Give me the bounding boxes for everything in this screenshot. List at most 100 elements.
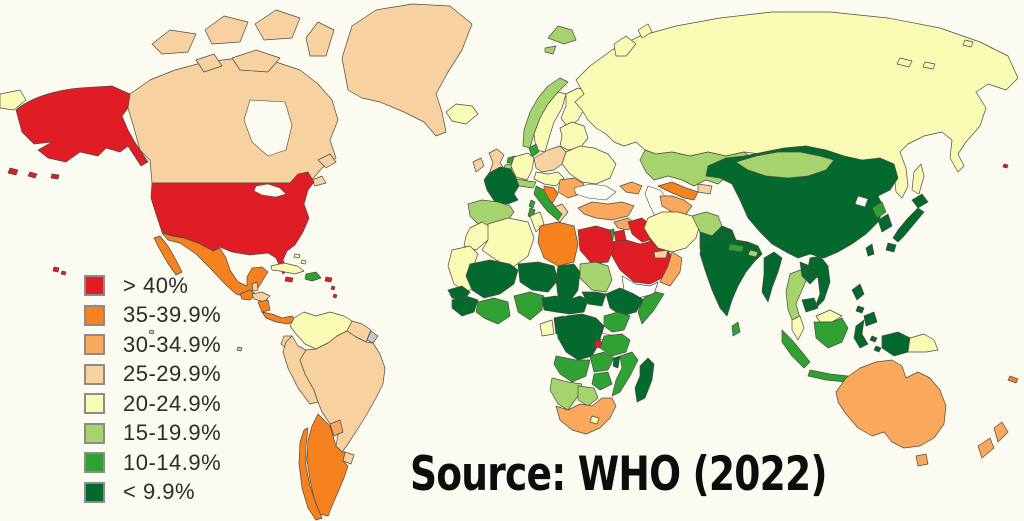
- region-usa: [150, 171, 315, 275]
- legend-swatch: [84, 304, 105, 326]
- region-costa-rica-panama: [261, 311, 297, 325]
- region-taiwan: [865, 243, 875, 257]
- region-oman: [659, 251, 683, 287]
- region-zimbabwe: [591, 371, 613, 391]
- black-sea: [573, 183, 617, 201]
- region-nepal: [727, 243, 745, 253]
- region-paraguay: [329, 419, 344, 437]
- region-kyrgyzstan-tajikistan: [697, 183, 713, 195]
- region-algeria: [481, 217, 535, 269]
- region-west-papua: [881, 331, 911, 357]
- region-mozambique: [611, 351, 639, 397]
- region-south-africa: [555, 397, 617, 435]
- region-lesotho: [589, 415, 600, 425]
- region-sweden: [533, 91, 567, 153]
- region-namibia: [549, 377, 583, 411]
- region-south-korea: [877, 213, 893, 233]
- region-svalbard: [544, 25, 577, 55]
- region-nigeria: [513, 291, 545, 321]
- region-ivory-coast-ghana: [475, 297, 511, 325]
- region-newfoundland: [311, 153, 337, 187]
- region-vietnam: [807, 255, 831, 311]
- region-baja-california: [153, 235, 183, 276]
- legend-item: 15-19.9%: [84, 419, 221, 449]
- legend-swatch: [84, 275, 105, 297]
- region-zambia: [589, 351, 615, 373]
- region-hawaii: [52, 266, 67, 276]
- legend-swatch: [84, 452, 105, 474]
- legend-label: 10-14.9%: [123, 449, 222, 475]
- region-jamaica: [284, 276, 294, 283]
- region-philippines: [851, 283, 878, 327]
- region-lesser-antilles: [330, 285, 338, 299]
- region-australia: [835, 359, 947, 449]
- region-belize: [251, 281, 259, 292]
- region-cuba: [270, 262, 305, 275]
- region-iran: [643, 211, 701, 253]
- region-somalia: [637, 291, 665, 325]
- legend-label: 15-19.9%: [123, 420, 222, 446]
- region-angola: [553, 355, 591, 383]
- region-baltics-belarus: [559, 121, 589, 151]
- region-uzbekistan: [657, 181, 699, 201]
- region-egypt: [577, 225, 615, 265]
- region-brazil: [299, 330, 386, 453]
- region-java: [807, 369, 849, 383]
- legend-swatch: [84, 393, 105, 415]
- region-ukraine: [561, 145, 617, 185]
- region-north-korea: [871, 201, 887, 219]
- region-arctic-islets: [896, 39, 974, 70]
- region-sri-lanka: [731, 321, 741, 337]
- region-argentina: [306, 413, 349, 517]
- region-france: [483, 166, 520, 205]
- region-guinea-coast: [451, 295, 479, 317]
- region-nicaragua: [257, 299, 271, 313]
- region-mexico: [161, 232, 269, 297]
- region-malaysia-borneo: [815, 309, 843, 323]
- region-cambodia: [801, 297, 819, 313]
- region-caucasus: [619, 181, 643, 195]
- legend-swatch: [84, 334, 105, 356]
- region-bahamas: [293, 253, 307, 265]
- region-china: [705, 145, 899, 259]
- region-tasmania: [915, 453, 929, 467]
- region-drc: [555, 313, 605, 361]
- legend: > 40% 35-39.9% 30-34.9% 25-29.9% 20-24.9% 15-…: [84, 271, 221, 507]
- region-tanzania: [599, 333, 631, 357]
- region-aleutian-islands: [7, 167, 60, 180]
- region-alaska: [15, 85, 149, 167]
- region-japan: [885, 193, 929, 253]
- region-mali: [465, 259, 519, 299]
- region-cameroon-car: [541, 295, 589, 315]
- region-new-caledonia: [1007, 375, 1019, 384]
- region-uae: [653, 249, 669, 259]
- region-sumatra: [781, 329, 811, 369]
- region-new-zealand: [977, 421, 1009, 459]
- region-canada: [127, 57, 339, 184]
- region-niger: [517, 261, 559, 293]
- region-ireland: [472, 157, 485, 173]
- region-honduras: [251, 291, 271, 303]
- region-papua-new-guinea: [907, 333, 939, 353]
- legend-label: 25-29.9%: [123, 361, 222, 387]
- region-denmark: [528, 143, 540, 158]
- region-sakhalin: [911, 163, 925, 195]
- hudson-bay: [243, 99, 293, 157]
- legend-item: 35-39.9%: [84, 301, 221, 331]
- region-sudan: [579, 261, 613, 293]
- legend-swatch: [84, 481, 105, 503]
- legend-swatch: [84, 363, 105, 385]
- legend-label: 20-24.9%: [123, 390, 222, 416]
- legend-label: < 9.9%: [123, 479, 196, 505]
- region-malawi: [612, 355, 621, 369]
- region-gabon: [539, 319, 555, 337]
- legend-item: > 40%: [84, 271, 221, 301]
- region-chad: [555, 263, 581, 305]
- region-madagascar: [634, 357, 655, 403]
- region-myanmar: [761, 251, 783, 303]
- region-iceland: [445, 103, 479, 125]
- legend-swatch: [84, 422, 105, 444]
- region-kenya: [603, 311, 631, 333]
- region-greenland: [341, 3, 473, 137]
